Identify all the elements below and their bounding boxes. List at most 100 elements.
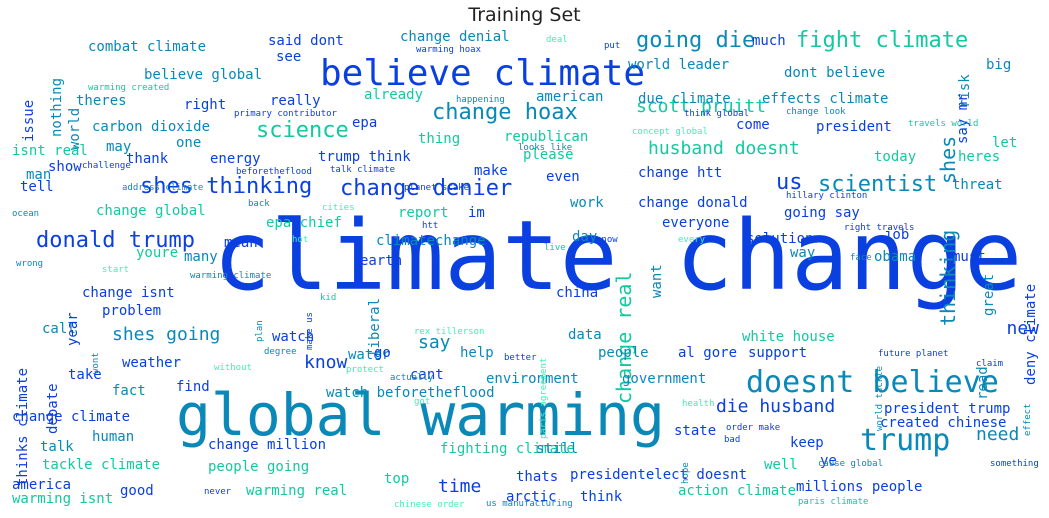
- word-arctic: arctic: [506, 489, 557, 505]
- word-address-climate: address climate: [122, 183, 204, 193]
- word-never: never: [204, 487, 232, 497]
- word-trump-think: trump think: [318, 149, 411, 165]
- word-state: state: [674, 423, 717, 439]
- word-thing: thing: [418, 131, 461, 147]
- word-doesnt-believe: doesnt believe: [746, 365, 999, 400]
- word-obama: obama: [874, 249, 917, 265]
- word-dont-believe: dont believe: [784, 65, 886, 81]
- word-republican: republican: [504, 129, 589, 145]
- word-looks-like: looks like: [518, 143, 573, 153]
- word-wrong: wrong: [16, 259, 44, 269]
- word-cause-global: cause global: [818, 459, 884, 469]
- word-may: may: [106, 139, 132, 155]
- word-human: human: [92, 429, 135, 445]
- word-think: think: [580, 489, 623, 505]
- word-know: know: [304, 352, 348, 373]
- word-cities: cities: [322, 203, 355, 213]
- word-earth: earth: [360, 253, 403, 269]
- word-without: without: [214, 363, 252, 373]
- word-want: want: [649, 263, 665, 298]
- word-live: live: [544, 243, 566, 253]
- word-epa: epa: [352, 115, 378, 131]
- word-said-dont: said dont: [268, 33, 344, 49]
- word-travels-world: travels world: [908, 119, 979, 129]
- word-job: job: [884, 227, 910, 243]
- word-thank: thank: [126, 151, 169, 167]
- word-say: say: [418, 332, 451, 353]
- word-call: call: [42, 321, 76, 337]
- word-must: must: [952, 249, 986, 265]
- word-talk-climate: talk climate: [330, 165, 396, 175]
- word-due-climate: due climate: [638, 91, 731, 107]
- word-even: even: [546, 169, 580, 185]
- word-paris-agreement: paris agreement: [539, 357, 549, 439]
- word-warming-climate: warming climate: [190, 271, 272, 281]
- word-people: people: [598, 345, 649, 361]
- word-well: well: [764, 457, 798, 473]
- word-world: world: [67, 107, 83, 150]
- word-cloud: climate change global warming believe clim…: [8, 28, 1041, 512]
- chart-title: Training Set: [468, 4, 581, 26]
- word-go: go: [374, 345, 391, 361]
- word-tell: tell: [20, 179, 54, 195]
- word-challenge: challenge: [82, 161, 131, 171]
- word-hope: hope: [681, 461, 691, 484]
- word-already: already: [364, 87, 424, 103]
- word-ocean: ocean: [12, 209, 40, 219]
- word-america: america: [12, 477, 72, 493]
- word-talk: talk: [40, 439, 74, 455]
- word-report: report: [398, 205, 449, 221]
- word-warming-real: warming real: [246, 483, 348, 499]
- word-trump: trump: [860, 423, 951, 458]
- word-chinese-order: chinese order: [394, 500, 465, 510]
- word-deal: deal: [546, 35, 568, 45]
- word-big: big: [986, 57, 1012, 73]
- word-need: need: [976, 424, 1020, 445]
- word-youre: youre: [136, 245, 179, 261]
- word-isnt-real: isnt real: [12, 143, 88, 159]
- word-face: face: [850, 253, 872, 263]
- word-going-say: going say: [784, 205, 860, 221]
- word-combat-climate: combat climate: [88, 39, 207, 55]
- word-world-tackle: world tackle: [875, 365, 885, 431]
- word-primary-contributor: primary contributor: [234, 109, 337, 119]
- word-protect: protect: [346, 365, 384, 375]
- word-good: good: [120, 483, 154, 499]
- word-heres: heres: [958, 149, 1001, 165]
- word-millions-people: millions people: [796, 479, 923, 495]
- word-debate: debate: [45, 383, 61, 435]
- word-today: today: [874, 149, 917, 165]
- word-thinking: thinking: [936, 229, 960, 326]
- word-change-isnt: change isnt: [82, 285, 175, 301]
- word-change-look: change look: [786, 107, 846, 117]
- word-world-leader: world leader: [628, 57, 730, 73]
- word-us: us: [776, 170, 803, 195]
- word-president: president: [816, 119, 892, 135]
- word-kid: kid: [320, 293, 337, 303]
- word-really: really: [270, 93, 321, 109]
- word-presidentelect-doesnt: presidentelect doesnt: [570, 467, 748, 483]
- word-donald-trump: donald trump: [36, 228, 195, 253]
- word-order-make: order make: [726, 423, 781, 433]
- word-much: much: [752, 33, 786, 49]
- word-support: support: [748, 345, 808, 361]
- word-theres: theres: [76, 93, 127, 109]
- word-paris-climate: paris climate: [798, 497, 869, 507]
- word-scientist: scientist: [818, 172, 938, 197]
- word-let: let: [992, 135, 1018, 151]
- word-beforetheflood: beforetheflood: [236, 167, 312, 177]
- word-concept-global: concept global: [632, 127, 708, 137]
- word-happening: happening: [456, 95, 505, 105]
- word-china: china: [556, 285, 599, 301]
- word-shes-going: shes going: [112, 324, 221, 345]
- word-scott-pruitt: scott pruitt: [636, 96, 767, 117]
- word-better: better: [504, 353, 537, 363]
- word-bad: bad: [724, 435, 741, 445]
- word-make: make: [474, 163, 508, 179]
- word-science: science: [256, 118, 349, 143]
- word-year: year: [65, 311, 81, 346]
- word-please: please: [523, 147, 574, 163]
- word-thinks-climate: thinks climate: [15, 367, 31, 486]
- word-make-us: make us: [305, 311, 315, 350]
- word-white-house: white house: [742, 329, 835, 345]
